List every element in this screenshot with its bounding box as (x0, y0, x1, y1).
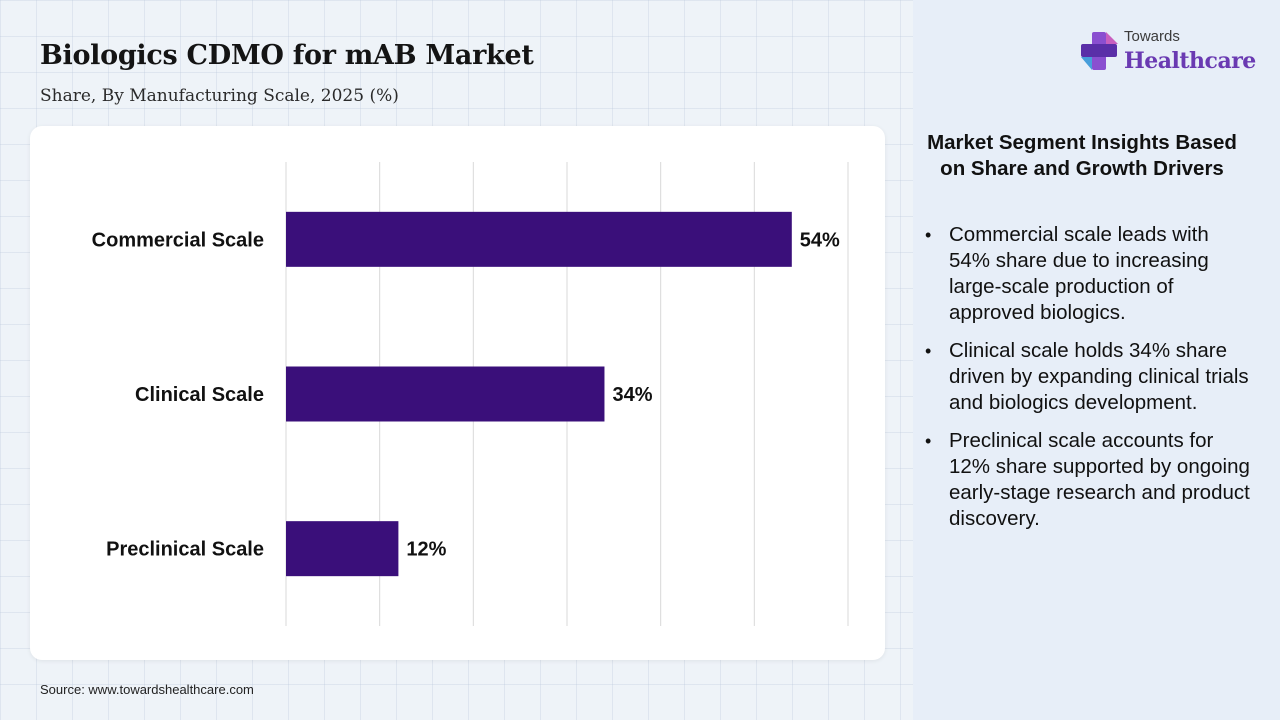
bar (286, 211, 792, 267)
bullet-icon: • (925, 431, 932, 451)
data-label: 12% (406, 539, 446, 561)
medical-cross-icon (1081, 32, 1118, 70)
bar-chart: Commercial Scale 54% Clinical Scale 34% Prec… (92, 162, 849, 626)
category-label: Commercial Scale (92, 229, 264, 251)
insights-list: • Commercial scale leads with 54% share d… (923, 222, 1253, 544)
source-note: Source: www.towardshealthcare.com (40, 682, 254, 697)
insights-title: Market Segment Insights Based on Share a… (927, 131, 1237, 180)
bullet-icon: • (925, 341, 932, 361)
towards-healthcare-logo: Towards Healthcare (1080, 28, 1260, 78)
category-label: Preclinical Scale (106, 539, 264, 561)
data-label: 54% (800, 229, 840, 251)
insight-text: Preclinical scale accounts for 12% share… (949, 429, 1250, 530)
chart-title: Biologics CDMO for mAB Market (40, 40, 534, 71)
insights-panel (913, 0, 1280, 720)
bar (286, 366, 605, 422)
insight-item: • Commercial scale leads with 54% share d… (923, 222, 1253, 326)
data-label: 34% (612, 384, 652, 406)
insight-item: • Clinical scale holds 34% share driven b… (923, 338, 1253, 416)
bar (286, 521, 399, 577)
logo-text-towards: Towards (1124, 28, 1180, 45)
insight-item: • Preclinical scale accounts for 12% shar… (923, 428, 1253, 532)
logo-text-healthcare: Healthcare (1124, 48, 1256, 74)
bullet-icon: • (925, 225, 932, 245)
insight-text: Clinical scale holds 34% share driven by… (949, 339, 1249, 414)
insight-text: Commercial scale leads with 54% share du… (949, 223, 1209, 324)
chart-subtitle: Share, By Manufacturing Scale, 2025 (%) (40, 86, 399, 106)
category-label: Clinical Scale (135, 384, 264, 406)
chart-card: Commercial Scale 54% Clinical Scale 34% Prec… (30, 126, 885, 660)
